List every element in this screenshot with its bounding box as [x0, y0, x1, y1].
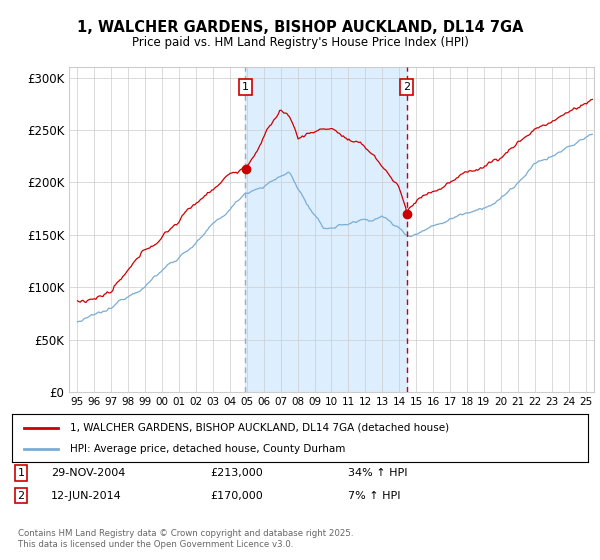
Text: Contains HM Land Registry data © Crown copyright and database right 2025.
This d: Contains HM Land Registry data © Crown c… — [18, 529, 353, 549]
Text: 12-JUN-2014: 12-JUN-2014 — [51, 491, 122, 501]
Text: 7% ↑ HPI: 7% ↑ HPI — [348, 491, 401, 501]
Text: 34% ↑ HPI: 34% ↑ HPI — [348, 468, 407, 478]
Text: 1: 1 — [17, 468, 25, 478]
Text: 29-NOV-2004: 29-NOV-2004 — [51, 468, 125, 478]
Text: 1, WALCHER GARDENS, BISHOP AUCKLAND, DL14 7GA (detached house): 1, WALCHER GARDENS, BISHOP AUCKLAND, DL1… — [70, 423, 449, 433]
Text: 1, WALCHER GARDENS, BISHOP AUCKLAND, DL14 7GA: 1, WALCHER GARDENS, BISHOP AUCKLAND, DL1… — [77, 20, 523, 35]
Text: 2: 2 — [403, 82, 410, 92]
Text: £213,000: £213,000 — [210, 468, 263, 478]
Bar — [245, 67, 407, 392]
Text: Price paid vs. HM Land Registry's House Price Index (HPI): Price paid vs. HM Land Registry's House … — [131, 36, 469, 49]
Text: HPI: Average price, detached house, County Durham: HPI: Average price, detached house, Coun… — [70, 444, 345, 454]
Text: 1: 1 — [242, 82, 249, 92]
Text: £170,000: £170,000 — [210, 491, 263, 501]
Text: 2: 2 — [17, 491, 25, 501]
